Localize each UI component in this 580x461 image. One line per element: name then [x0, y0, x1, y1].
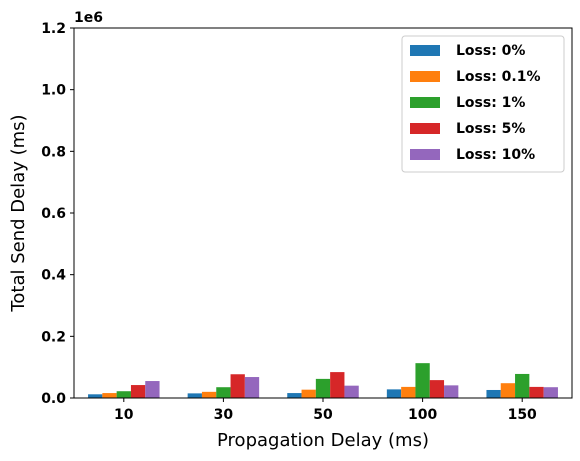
bar [216, 387, 231, 398]
bar [529, 386, 544, 398]
bar [344, 385, 359, 398]
bar [187, 393, 202, 398]
bar [244, 377, 260, 398]
y-tick-label: 1.2 [41, 21, 66, 37]
legend-label: Loss: 10% [456, 147, 535, 163]
bar [429, 380, 445, 398]
legend-swatch [410, 71, 440, 82]
x-tick-label: 100 [408, 407, 437, 423]
legend-label: Loss: 0% [456, 43, 525, 59]
legend-swatch [410, 149, 440, 160]
bar [330, 372, 345, 398]
y-tick-label: 0.8 [41, 144, 66, 160]
legend-label: Loss: 1% [456, 95, 525, 111]
legend-box [401, 35, 565, 173]
bar [201, 391, 217, 398]
x-tick-label: 50 [313, 407, 333, 423]
bar [287, 393, 302, 398]
bars-group [88, 363, 558, 398]
legend: Loss: 0% Loss: 0.1% Loss: 1% Loss: 5% Loss: … [401, 35, 565, 173]
bar [116, 391, 131, 398]
y-tick-label: 0.2 [41, 329, 66, 345]
y-tick-label: 0.4 [41, 268, 66, 284]
bar [515, 373, 530, 398]
legend-label: Loss: 5% [456, 121, 525, 137]
y-axis-label: Total Send Delay (ms) [8, 114, 29, 312]
bar [543, 387, 558, 398]
x-tick-label: 150 [508, 407, 537, 423]
y-tick-label: 0.0 [41, 391, 66, 407]
bar [444, 385, 459, 398]
bar [230, 374, 245, 398]
bar [102, 393, 117, 398]
bar [486, 389, 501, 398]
bar [88, 394, 103, 398]
bar [145, 381, 160, 398]
x-axis-ticks: 10 30 50 100 150 [114, 398, 537, 423]
y-axis-ticks: 0.0 0.2 0.4 0.6 0.8 1.0 1.2 [41, 21, 74, 407]
bar [500, 383, 516, 398]
y-axis-multiplier: 1e6 [74, 10, 103, 26]
x-tick-label: 30 [214, 407, 234, 423]
bar [401, 386, 416, 398]
bar [415, 363, 430, 398]
legend-swatch [410, 45, 440, 56]
bar [130, 385, 146, 398]
x-axis-label: Propagation Delay (ms) [217, 430, 429, 451]
legend-swatch [410, 123, 440, 134]
bar [315, 378, 331, 398]
legend-swatch [410, 97, 440, 108]
y-tick-label: 0.6 [41, 206, 66, 222]
plot-frame [73, 27, 573, 399]
bar [386, 389, 402, 398]
y-tick-label: 1.0 [41, 83, 66, 99]
bar [301, 389, 316, 398]
legend-label: Loss: 0.1% [456, 69, 541, 85]
x-tick-label: 10 [114, 407, 134, 423]
